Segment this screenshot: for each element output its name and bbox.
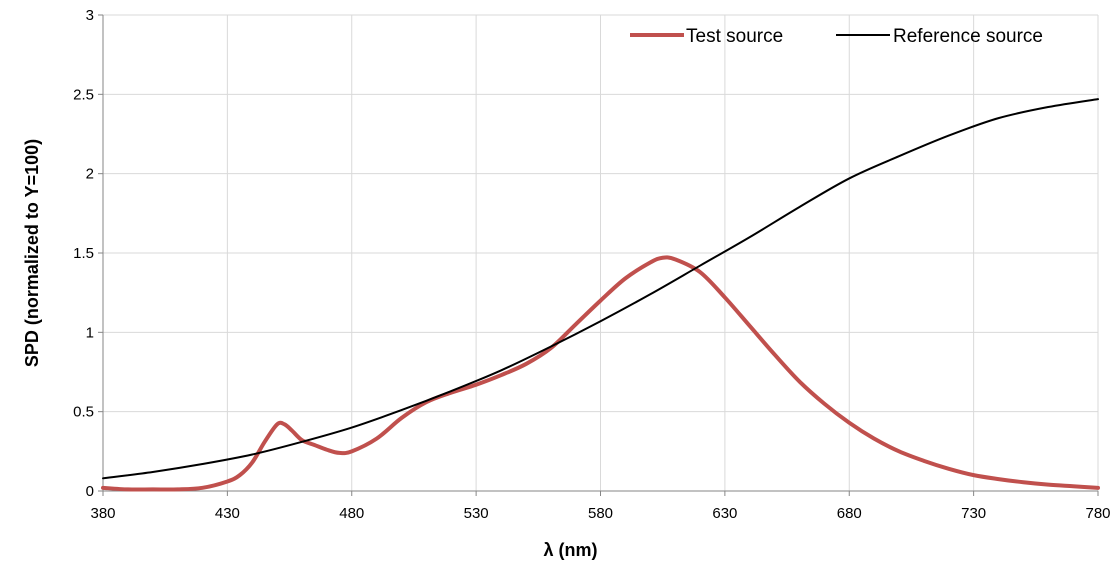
axes-layer — [98, 14, 1099, 496]
x-tick-label: 730 — [961, 505, 986, 522]
series-layer — [101, 98, 1100, 492]
y-tick-label: 2.5 — [73, 86, 94, 103]
x-tick-label: 780 — [1085, 505, 1110, 522]
x-tick-label: 530 — [464, 505, 489, 522]
x-tick-label: 480 — [339, 505, 364, 522]
x-tick-label: 430 — [215, 505, 240, 522]
y-tick-label: 3 — [86, 7, 94, 24]
x-tick-label: 680 — [837, 505, 862, 522]
series-line-reference-source — [102, 98, 1099, 480]
series-line-test-source — [101, 255, 1100, 492]
x-tick-label: 630 — [712, 505, 737, 522]
x-tick-label: 580 — [588, 505, 613, 522]
y-axis-title: SPD (normalized to Y=100) — [22, 139, 42, 367]
y-tick-label: 1.5 — [73, 245, 94, 262]
x-tick-label: 380 — [90, 505, 115, 522]
y-tick-label: 0.5 — [73, 404, 94, 421]
legend: Test source Reference source — [630, 26, 1043, 47]
y-tick-label: 1 — [86, 324, 94, 341]
y-tick-label: 0 — [86, 483, 94, 500]
y-tick-label: 2 — [86, 166, 94, 183]
x-axis-title: λ (nm) — [544, 540, 598, 560]
grid-layer — [103, 14, 1099, 491]
labels-layer: 380 430 480 530 580 630 680 730 780 0 0.5 1 1.5 2 2.5 3 — [73, 7, 1110, 522]
legend-label-reference-source: Reference source — [893, 26, 1043, 47]
legend-label-test-source: Test source — [686, 26, 783, 47]
